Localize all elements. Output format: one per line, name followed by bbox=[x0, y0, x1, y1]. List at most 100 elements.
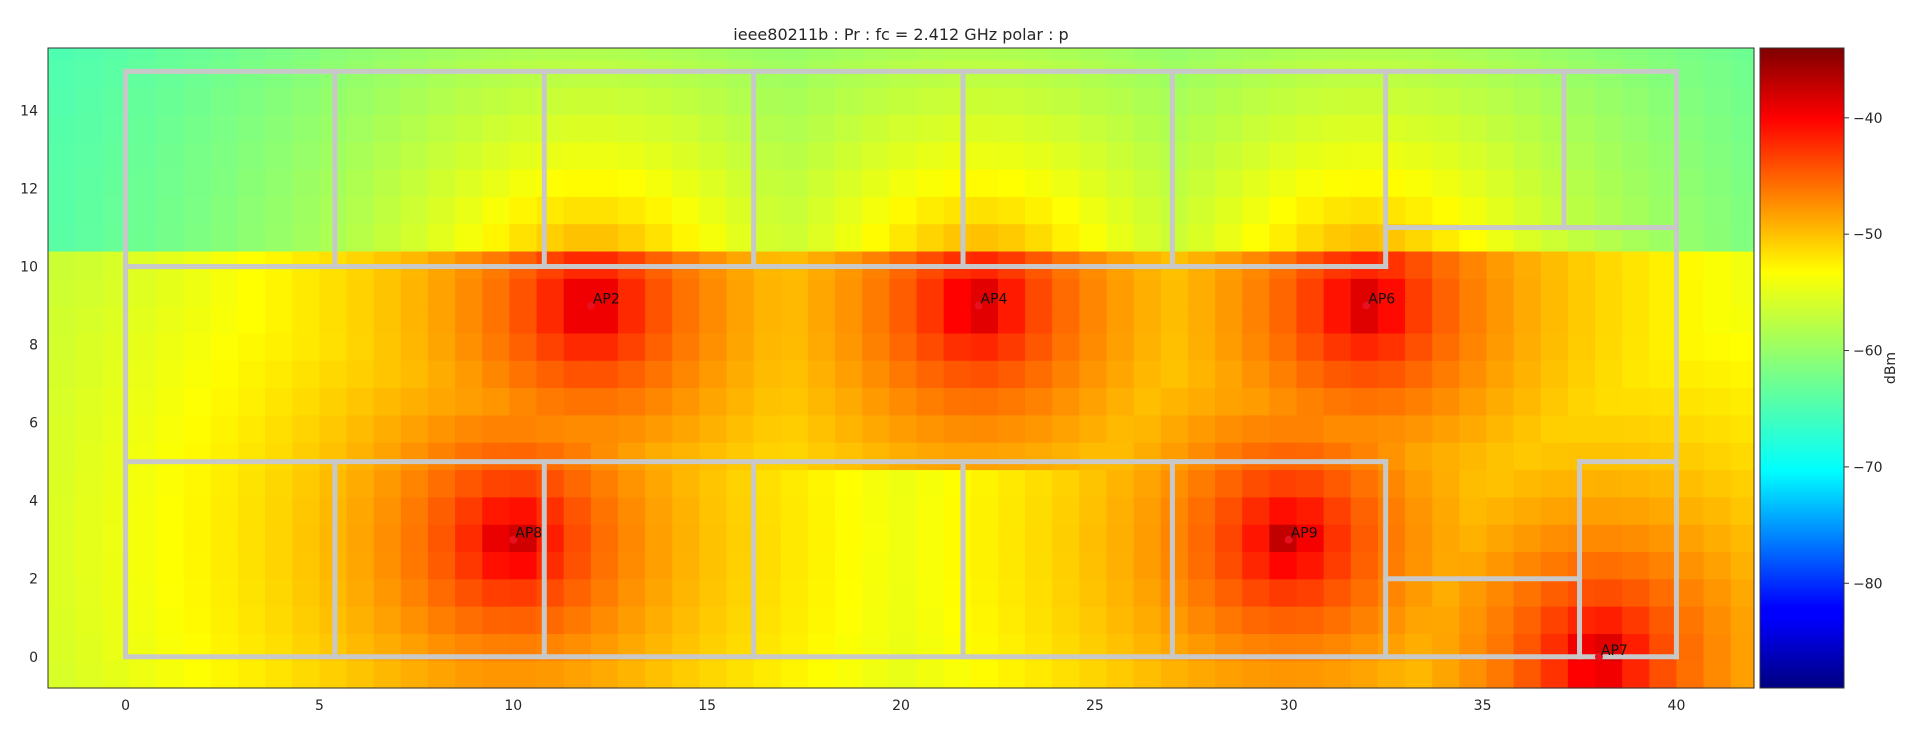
heat-cell bbox=[1187, 87, 1216, 115]
heat-cell bbox=[1350, 114, 1379, 143]
heat-cell bbox=[1703, 59, 1732, 88]
heat-cell bbox=[1432, 250, 1460, 279]
heat-cell bbox=[1513, 606, 1542, 634]
heat-cell bbox=[943, 196, 972, 225]
x-tick-label: 15 bbox=[698, 698, 716, 714]
heat-cell bbox=[1730, 524, 1755, 553]
heat-cell bbox=[1025, 524, 1053, 553]
heat-cell bbox=[1242, 196, 1270, 225]
heat-cell bbox=[1432, 360, 1460, 389]
heat-cell bbox=[346, 141, 375, 170]
heat-cell bbox=[509, 551, 538, 580]
heat-cell bbox=[997, 524, 1026, 553]
heat-cell bbox=[1405, 250, 1433, 279]
heat-cell bbox=[672, 114, 700, 143]
heat-cell bbox=[1296, 469, 1325, 498]
heat-cell bbox=[427, 524, 456, 553]
heat-cell bbox=[970, 278, 999, 307]
heat-cell bbox=[1730, 196, 1755, 225]
heat-cell bbox=[1459, 196, 1488, 225]
heat-cell bbox=[1513, 332, 1542, 361]
heat-cell bbox=[1676, 114, 1705, 143]
heat-cell bbox=[1133, 196, 1162, 225]
heat-cell bbox=[1296, 305, 1325, 334]
heat-cell bbox=[427, 414, 456, 443]
heat-cell bbox=[1133, 387, 1162, 416]
heat-cell bbox=[210, 141, 239, 170]
heat-cell bbox=[1269, 168, 1298, 197]
heat-cell bbox=[1567, 48, 1596, 61]
heat-cell bbox=[156, 442, 185, 471]
heat-cell bbox=[1079, 387, 1108, 416]
heat-cell bbox=[1703, 551, 1732, 580]
heat-cell bbox=[943, 469, 972, 498]
heat-cell bbox=[1676, 387, 1705, 416]
heat-cell bbox=[482, 414, 510, 443]
heat-cell bbox=[1025, 551, 1053, 580]
heat-cell bbox=[1079, 524, 1108, 553]
heat-cell bbox=[373, 305, 402, 334]
heat-cell bbox=[672, 606, 700, 634]
heat-cell bbox=[563, 496, 592, 525]
heat-cell bbox=[1513, 496, 1542, 525]
heat-cell bbox=[672, 469, 700, 498]
heat-cell bbox=[1676, 606, 1705, 634]
heat-cell bbox=[997, 414, 1026, 443]
heat-cell bbox=[1133, 496, 1162, 525]
heat-cell bbox=[780, 332, 809, 361]
heat-cell bbox=[862, 606, 890, 634]
heat-cell bbox=[1242, 496, 1270, 525]
heat-cell bbox=[509, 196, 538, 225]
heat-cell bbox=[862, 332, 890, 361]
heat-cell bbox=[645, 414, 673, 443]
heat-cell bbox=[536, 48, 565, 61]
heat-cell bbox=[1133, 524, 1162, 553]
heat-cell bbox=[1703, 633, 1732, 662]
heat-cell bbox=[1323, 660, 1352, 689]
heat-cell bbox=[1079, 48, 1108, 61]
heat-cell bbox=[699, 223, 728, 252]
heat-cell bbox=[1242, 332, 1270, 361]
heat-cell bbox=[1676, 414, 1705, 443]
heat-cell bbox=[1595, 250, 1623, 279]
heat-cell bbox=[1513, 442, 1542, 471]
x-tick-label: 0 bbox=[121, 698, 130, 714]
heat-cell bbox=[1567, 387, 1596, 416]
heat-cell bbox=[1323, 278, 1352, 307]
heat-cell bbox=[373, 223, 402, 252]
heat-cell bbox=[726, 496, 755, 525]
heat-cell bbox=[1513, 524, 1542, 553]
heat-cell bbox=[1025, 414, 1053, 443]
heat-cell bbox=[292, 87, 321, 115]
heat-cell bbox=[780, 496, 809, 525]
heat-cell bbox=[156, 660, 185, 689]
heat-cell bbox=[1649, 196, 1678, 225]
heat-cell bbox=[1540, 496, 1569, 525]
heat-cell bbox=[672, 196, 700, 225]
heat-cell bbox=[129, 87, 158, 115]
heat-cell bbox=[1703, 223, 1732, 252]
heat-cell bbox=[1513, 250, 1542, 279]
heat-cell bbox=[1269, 578, 1298, 607]
heat-cell bbox=[780, 414, 809, 443]
heat-cell bbox=[672, 360, 700, 389]
heat-cell bbox=[835, 223, 863, 252]
heat-cell bbox=[889, 141, 918, 170]
heat-cell bbox=[1133, 223, 1162, 252]
heat-cell bbox=[156, 606, 185, 634]
heat-cell bbox=[427, 551, 456, 580]
heat-cell bbox=[1459, 414, 1488, 443]
heat-cell bbox=[563, 278, 592, 307]
heat-cell bbox=[889, 606, 918, 634]
heat-cell bbox=[482, 360, 510, 389]
heat-cell bbox=[455, 524, 483, 553]
heat-cell bbox=[292, 168, 321, 197]
heat-cell bbox=[1730, 48, 1755, 61]
heat-cell bbox=[1296, 114, 1325, 143]
heat-cell bbox=[1622, 387, 1650, 416]
heat-cell bbox=[780, 578, 809, 607]
heat-cell bbox=[373, 360, 402, 389]
heat-cell bbox=[645, 141, 673, 170]
heat-cell bbox=[1730, 660, 1755, 689]
heat-cell bbox=[1432, 278, 1460, 307]
